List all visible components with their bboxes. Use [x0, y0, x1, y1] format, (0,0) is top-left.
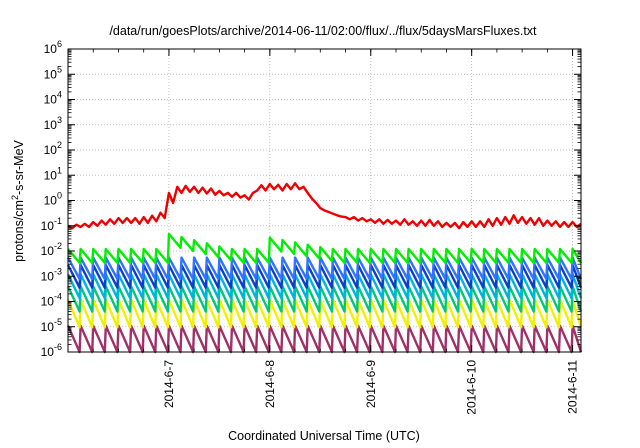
y-tick-label: 10-5 [41, 317, 62, 334]
x-tick-label: 2014-6-10 [465, 360, 479, 415]
y-tick-label: 10-6 [41, 342, 62, 359]
y-tick-labels: 106 105 104 103 102 101 100 10-1 10-2 10-3 10-4 10-… [41, 39, 62, 359]
y-tick-label: 10-2 [41, 241, 62, 258]
y-tick-label: 101 [44, 165, 62, 182]
series-line [67, 232, 583, 265]
x-tick-label: 2014-6-11 [566, 360, 580, 414]
y-tick-label: 105 [44, 64, 62, 81]
chart-title: /data/run/goesPlots/archive/2014-06-11/0… [109, 24, 537, 38]
y-tick-label: 100 [44, 191, 62, 208]
x-axis-label: Coordinated Universal Time (UTC) [228, 429, 420, 443]
series-layer [66, 182, 583, 354]
y-tick-label: 102 [44, 140, 62, 157]
series-line [67, 182, 582, 230]
series-line [66, 324, 583, 354]
y-tick-label: 10-1 [41, 216, 62, 233]
x-tick-label: 2014-6-8 [263, 360, 277, 408]
series-line [66, 298, 583, 329]
y-tick-label: 10-3 [41, 266, 62, 283]
y-tick-label: 103 [44, 115, 62, 132]
y-axis-label: protons/cm2-s-sr-MeV [10, 139, 26, 261]
y-tick-label: 106 [44, 39, 62, 56]
y-tick-label: 10-4 [41, 292, 62, 309]
y-tick-label: 104 [44, 90, 62, 107]
x-tick-labels: 2014-6-7 2014-6-8 2014-6-9 2014-6-10 2014-6-… [162, 360, 580, 415]
x-tick-label: 2014-6-7 [162, 360, 176, 408]
x-tick-label: 2014-6-9 [364, 360, 378, 408]
axis-ticks [67, 48, 581, 353]
series-line [66, 256, 583, 281]
